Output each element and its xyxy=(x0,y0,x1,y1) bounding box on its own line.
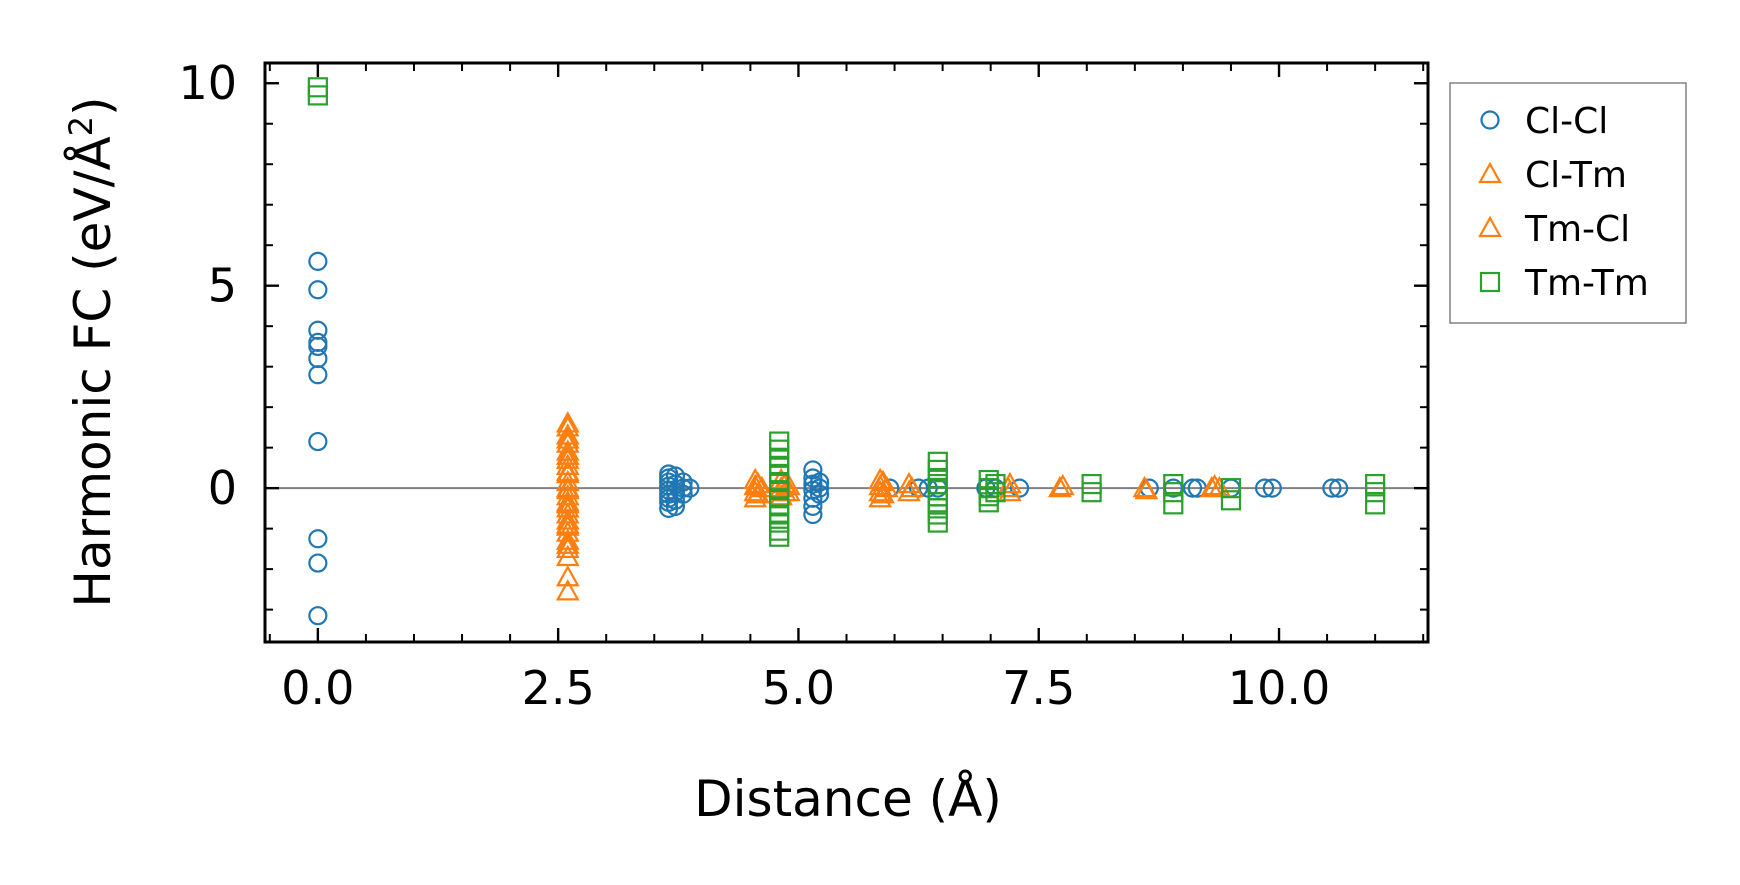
series-tm-tm xyxy=(307,77,1386,547)
data-point xyxy=(308,553,328,573)
data-point xyxy=(555,536,580,558)
data-point xyxy=(1322,478,1342,498)
axes-frame xyxy=(263,61,1430,644)
data-point xyxy=(743,473,768,496)
y-axis-label-main: Harmonic FC (eV/Å xyxy=(64,136,122,607)
series-cl-cl xyxy=(308,251,1349,626)
data-point xyxy=(871,469,895,492)
data-point xyxy=(899,475,924,498)
data-point xyxy=(308,280,328,300)
data-point xyxy=(868,479,893,502)
data-point xyxy=(746,481,770,504)
x-tick-label: 7.5 xyxy=(1002,661,1075,715)
data-point xyxy=(1329,478,1349,498)
data-point xyxy=(809,484,830,504)
data-point xyxy=(308,365,328,385)
data-point xyxy=(308,336,328,357)
data-point xyxy=(1048,475,1072,498)
y-axis-label-close: ) xyxy=(64,96,122,116)
data-point xyxy=(803,504,823,525)
x-tick-label: 0.0 xyxy=(281,661,354,715)
data-point xyxy=(985,482,1006,503)
data-point xyxy=(1365,482,1386,503)
legend-entry: Tm-Cl xyxy=(1478,209,1630,250)
data-point xyxy=(308,529,328,549)
data-point xyxy=(746,471,770,494)
series-tm-cl xyxy=(555,411,1227,554)
legend-entry: Cl-Tm xyxy=(1478,155,1627,196)
data-point xyxy=(871,481,895,504)
data-point xyxy=(1365,494,1386,515)
axes xyxy=(263,61,1430,644)
legend-entry: Cl-Cl xyxy=(1480,101,1608,142)
data-point xyxy=(680,478,700,498)
legend-marker-circle-icon xyxy=(1480,110,1500,130)
data-point xyxy=(308,348,328,369)
data-point xyxy=(769,526,790,547)
data-point xyxy=(1202,473,1227,496)
data-point xyxy=(996,475,1020,498)
legend-marker-square-icon xyxy=(1479,271,1501,293)
data-point xyxy=(1163,482,1184,503)
data-point xyxy=(769,483,794,506)
legend-label: Cl-Cl xyxy=(1525,101,1608,142)
tick-labels: 0.0 2.5 5.0 7.5 10.0 0 5 10 xyxy=(178,56,1330,715)
data-point xyxy=(1182,478,1203,498)
legend: Cl-Cl Cl-Tm Tm-Cl Tm-Tm xyxy=(1449,82,1687,324)
data-point xyxy=(308,332,328,352)
data-point xyxy=(673,484,693,504)
x-tick-label: 10.0 xyxy=(1228,661,1330,715)
data-point xyxy=(308,606,328,626)
y-axis-label: Harmonic FC (eV/Å2) xyxy=(62,96,122,607)
data-point xyxy=(555,579,580,601)
legend-marker-triangle-icon xyxy=(1478,161,1502,184)
data-point xyxy=(927,512,948,533)
legend-label: Tm-Tm xyxy=(1524,263,1649,304)
x-tick-label: 2.5 xyxy=(522,661,595,715)
data-point xyxy=(1220,490,1242,511)
legend-entry: Tm-Tm xyxy=(1479,263,1649,304)
data-point xyxy=(1163,494,1184,515)
y-tick-label: 5 xyxy=(208,259,237,313)
data-point xyxy=(1255,478,1275,498)
data-point xyxy=(1207,475,1232,498)
x-tick-label: 5.0 xyxy=(762,661,835,715)
data-point xyxy=(1081,482,1102,503)
data-point xyxy=(1220,478,1242,499)
tick-marks xyxy=(265,63,1428,642)
legend-frame xyxy=(1449,82,1687,324)
y-tick-label: 10 xyxy=(178,56,237,110)
data-point xyxy=(1134,477,1159,500)
data-point xyxy=(809,478,830,498)
y-axis-label-superscript: 2 xyxy=(62,116,100,136)
data-point xyxy=(308,251,328,271)
data-point xyxy=(555,447,580,469)
data-point xyxy=(307,85,328,106)
legend-marker-triangle-icon xyxy=(1478,215,1502,238)
x-axis-label: Distance (Å) xyxy=(694,770,1002,828)
data-point xyxy=(1050,473,1075,496)
data-point xyxy=(555,564,580,587)
data-point xyxy=(673,478,693,498)
data-point xyxy=(1262,478,1282,498)
data-point xyxy=(809,472,830,492)
data-point xyxy=(927,498,948,519)
series-cl-tm xyxy=(555,415,1232,601)
data-point xyxy=(308,431,328,452)
data-point xyxy=(673,472,693,492)
legend-label: Cl-Tm xyxy=(1525,155,1627,196)
y-tick-label: 0 xyxy=(208,461,237,515)
plot-area xyxy=(265,77,1428,626)
data-point xyxy=(555,532,580,554)
legend-label: Tm-Cl xyxy=(1524,209,1630,250)
